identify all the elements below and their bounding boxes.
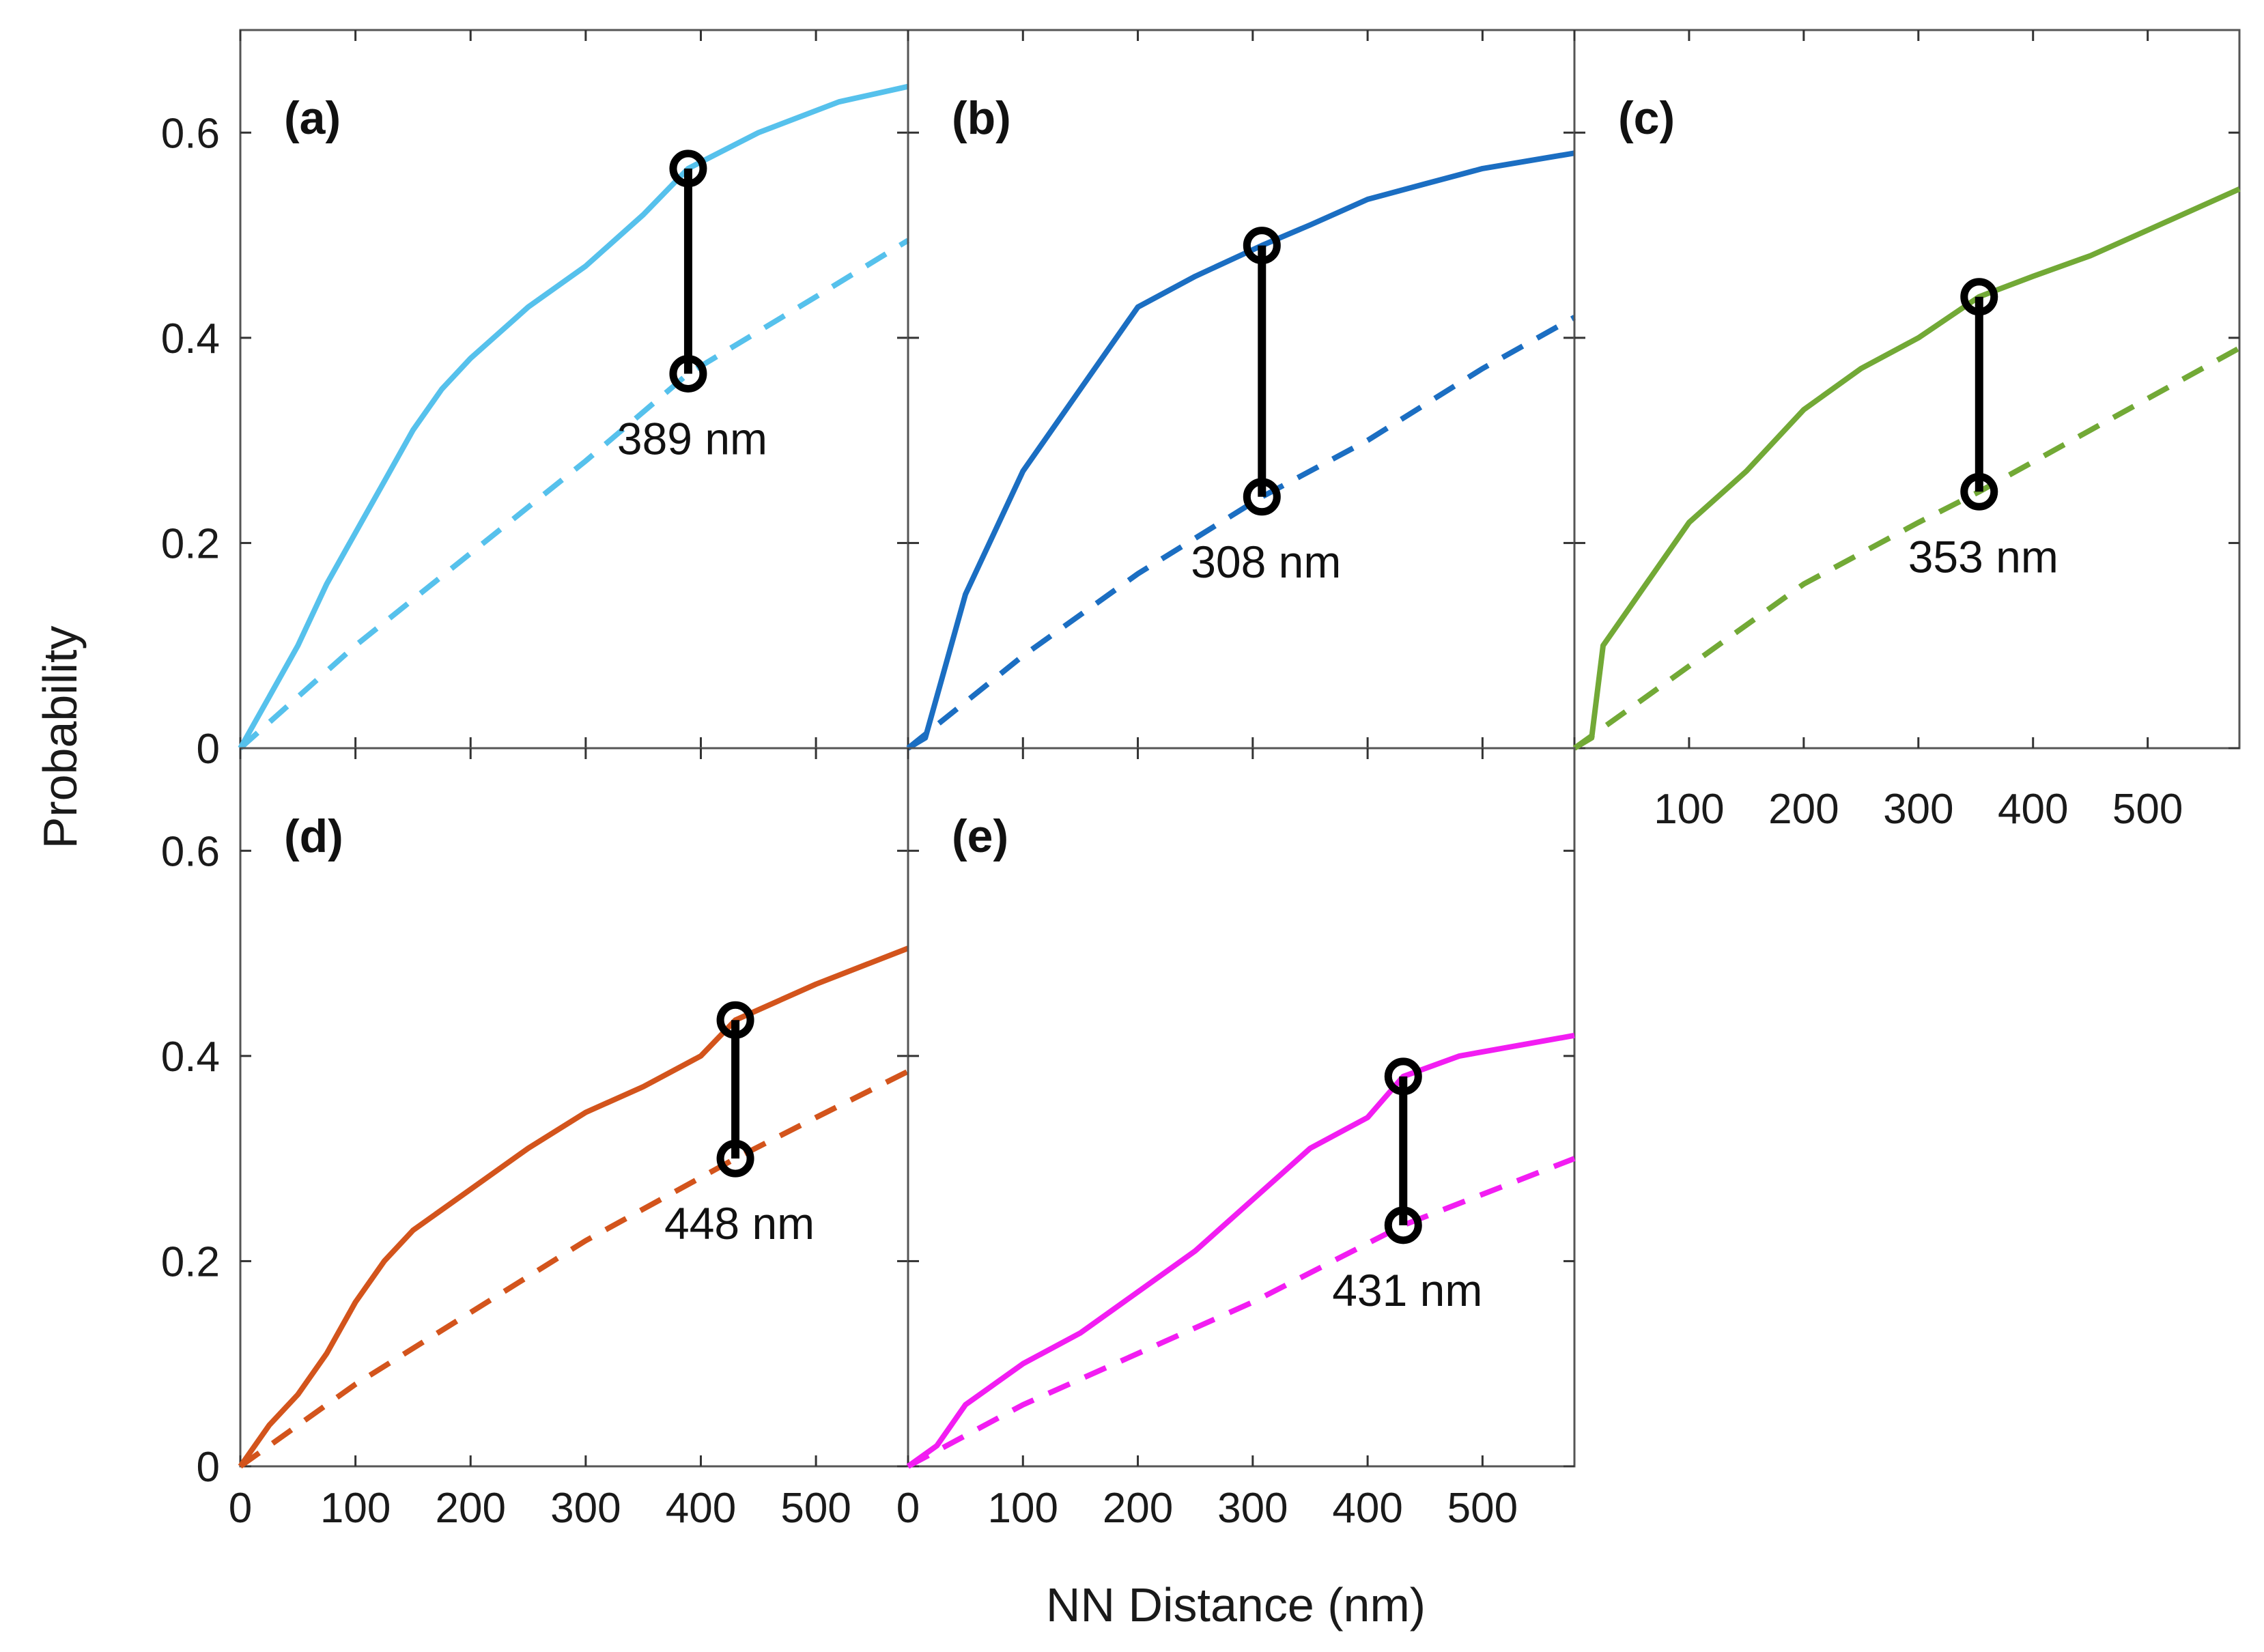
distance-annotation: 448 nm	[664, 1198, 815, 1249]
x-tick-label: 200	[436, 1485, 506, 1532]
random-curve	[1572, 345, 2241, 751]
marker-high	[1243, 227, 1281, 265]
x-tick-label: 100	[1654, 786, 1724, 833]
panel-c: 353 nm (c)	[1572, 29, 2241, 751]
panel-b: 308 nm (b)	[906, 29, 1576, 751]
panel-e: 431 nm (e)	[906, 747, 1576, 1469]
x-tick-label: 0	[896, 1485, 920, 1532]
random-curve	[907, 1156, 1576, 1469]
marker-high	[669, 149, 707, 188]
x-tick-label: 500	[780, 1485, 851, 1532]
panel-a: 389 nm (a)	[238, 29, 910, 750]
y-axis-title: Probability	[33, 626, 87, 849]
marker-low	[716, 1139, 754, 1178]
y-tick-label: 0	[197, 1444, 220, 1491]
observed-curve	[906, 1032, 1575, 1469]
y-tick-label: 0.4	[161, 1034, 220, 1081]
x-tick-label: 500	[1447, 1485, 1518, 1532]
distance-annotation: 389 nm	[617, 413, 767, 464]
y-tick-label: 0	[197, 726, 220, 773]
random-curve	[238, 1068, 909, 1469]
marker-high	[1960, 278, 1998, 316]
x-tick-label: 100	[320, 1485, 391, 1532]
panel-label: (d)	[284, 810, 343, 862]
y-tick-label: 0.2	[161, 1238, 220, 1285]
distance-annotation: 353 nm	[1908, 531, 2058, 582]
x-tick-label: 300	[550, 1485, 621, 1532]
x-tick-label: 400	[1998, 786, 2068, 833]
observed-curve	[1572, 186, 2241, 751]
observed-curve	[238, 83, 909, 750]
observed-curve	[906, 150, 1575, 751]
y-tick-label: 0.4	[161, 315, 220, 362]
x-axis-title: NN Distance (nm)	[1046, 1578, 1426, 1632]
random-curve	[906, 315, 1576, 751]
marker-low	[1243, 478, 1281, 516]
random-curve	[238, 238, 910, 750]
panel-label: (a)	[284, 92, 341, 144]
y-tick-label: 0.6	[161, 828, 220, 875]
x-tick-label: 300	[1883, 786, 1953, 833]
x-tick-label: 200	[1768, 786, 1839, 833]
marker-high	[1384, 1057, 1422, 1096]
x-tick-label: 200	[1103, 1485, 1173, 1532]
panel-frame	[1573, 29, 2241, 750]
distance-annotation: 308 nm	[1191, 537, 1341, 587]
x-tick-label: 100	[988, 1485, 1058, 1532]
panel-frame	[907, 747, 1576, 1468]
panel-d: 448 nm (d)	[238, 747, 909, 1469]
x-tick-label: 0	[229, 1485, 252, 1532]
distance-annotation: 431 nm	[1332, 1265, 1482, 1315]
x-tick-label: 400	[666, 1485, 736, 1532]
panel-label: (e)	[952, 810, 1008, 862]
panel-label: (b)	[952, 92, 1011, 144]
marker-low	[1384, 1206, 1422, 1244]
x-tick-label: 300	[1217, 1485, 1288, 1532]
marker-low	[669, 354, 707, 393]
marker-low	[1960, 472, 1998, 511]
x-tick-label: 500	[2112, 786, 2183, 833]
y-tick-label: 0.2	[161, 520, 220, 567]
panels-layer: 389 nm (a) 308 nm (b) 353 nm (c) 448 nm (d) 431 …	[161, 29, 2241, 1532]
panel-label: (c)	[1618, 92, 1675, 144]
marker-high	[716, 1001, 754, 1039]
x-tick-label: 400	[1332, 1485, 1402, 1532]
y-tick-label: 0.6	[161, 110, 220, 157]
